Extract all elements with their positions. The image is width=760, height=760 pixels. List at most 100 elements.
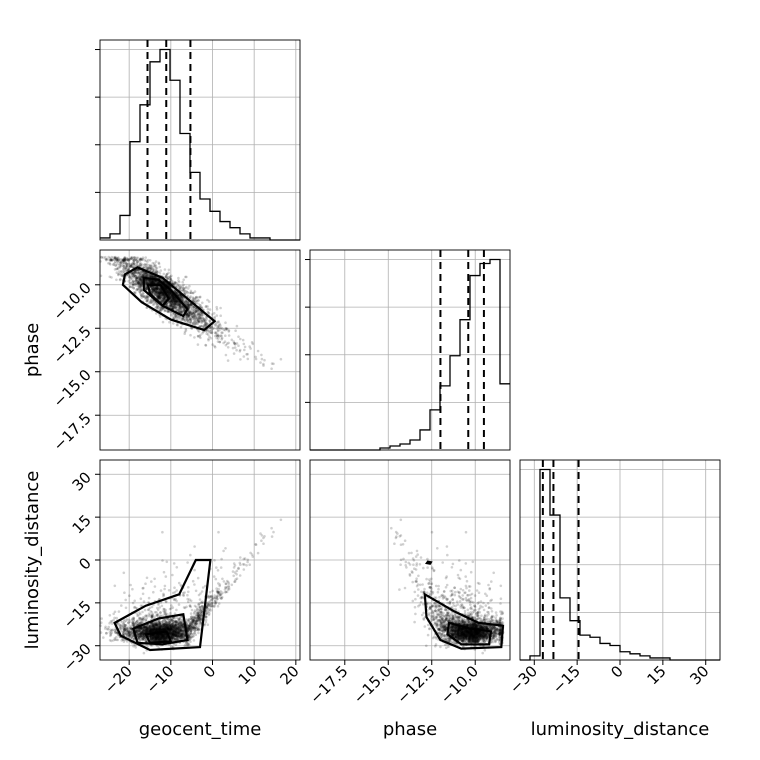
sample-point xyxy=(237,335,240,339)
sample-point xyxy=(123,259,126,262)
sample-point xyxy=(224,591,227,594)
sample-point xyxy=(215,308,219,311)
sample-point xyxy=(168,304,171,307)
sample-point xyxy=(152,289,156,292)
sample-point xyxy=(206,307,210,311)
sample-point xyxy=(157,261,161,265)
sample-point xyxy=(227,341,230,345)
sample-point xyxy=(159,589,163,592)
sample-point xyxy=(147,612,151,615)
sample-point xyxy=(162,297,165,301)
sample-point xyxy=(171,296,175,300)
sample-point xyxy=(190,312,194,316)
sample-point xyxy=(158,265,162,269)
sample-point xyxy=(155,288,159,291)
sample-point xyxy=(137,271,141,275)
sample-point xyxy=(127,259,130,262)
sample-point xyxy=(169,313,173,317)
sample-point xyxy=(182,278,185,282)
sample-point xyxy=(120,604,123,607)
sample-point xyxy=(217,320,220,323)
sample-point xyxy=(140,294,144,298)
sample-point xyxy=(262,536,265,540)
sample-point xyxy=(140,294,143,297)
sample-point xyxy=(148,623,152,626)
sample-point xyxy=(180,296,184,299)
sample-point xyxy=(174,302,177,305)
sample-point xyxy=(188,311,191,314)
sample-point xyxy=(172,306,175,310)
sample-point xyxy=(142,620,145,624)
sample-point xyxy=(159,269,163,272)
sample-point xyxy=(198,606,201,609)
sample-point xyxy=(121,258,125,262)
sample-point xyxy=(191,322,195,325)
sample-point xyxy=(119,270,123,273)
sample-point xyxy=(190,312,194,315)
sample-point xyxy=(189,318,192,322)
sample-point xyxy=(210,329,213,333)
sample-point xyxy=(129,264,133,268)
sample-point xyxy=(203,318,206,321)
sample-point xyxy=(163,308,167,312)
sample-point xyxy=(176,308,180,312)
sample-point xyxy=(180,305,183,309)
sample-point xyxy=(182,297,185,300)
sample-point xyxy=(239,563,242,566)
sample-point xyxy=(138,276,141,280)
sample-point xyxy=(136,284,140,288)
sample-point xyxy=(134,282,138,285)
sample-point xyxy=(135,288,139,291)
sample-point xyxy=(131,272,135,276)
sample-point xyxy=(154,260,158,263)
sample-point xyxy=(152,270,156,273)
sample-point xyxy=(187,318,191,322)
sample-point xyxy=(204,618,208,622)
sample-point xyxy=(208,612,211,615)
sample-point xyxy=(158,295,161,299)
sample-point xyxy=(272,530,275,534)
sample-point xyxy=(155,287,158,290)
sample-point xyxy=(211,343,214,346)
sample-point xyxy=(118,262,121,265)
sample-point xyxy=(170,296,174,299)
sample-point xyxy=(156,295,160,299)
sample-point xyxy=(218,326,221,329)
sample-point xyxy=(197,629,200,632)
sample-point xyxy=(137,276,141,279)
sample-point xyxy=(154,306,157,309)
sample-point xyxy=(113,584,117,588)
sample-point xyxy=(224,327,228,331)
sample-point xyxy=(108,614,112,617)
sample-point xyxy=(192,315,196,318)
sample-point xyxy=(196,576,200,580)
sample-point xyxy=(185,313,189,317)
sample-point xyxy=(138,290,141,293)
sample-point xyxy=(245,564,248,567)
sample-point xyxy=(105,258,108,262)
sample-point xyxy=(187,314,191,317)
sample-point xyxy=(209,331,213,335)
sample-point xyxy=(205,611,208,615)
sample-point xyxy=(146,295,149,298)
sample-point xyxy=(156,287,159,290)
sample-point xyxy=(176,283,180,286)
sample-point xyxy=(187,590,190,594)
sample-point xyxy=(184,275,187,279)
sample-point xyxy=(155,266,159,270)
sample-point xyxy=(124,606,128,610)
sample-point xyxy=(175,306,179,310)
sample-point xyxy=(220,338,223,341)
sample-point xyxy=(133,599,136,603)
sample-point xyxy=(270,535,274,538)
sample-point xyxy=(145,300,149,303)
sample-point xyxy=(144,273,148,277)
sample-point xyxy=(163,296,167,300)
sample-point xyxy=(174,314,177,317)
sample-point xyxy=(132,256,136,260)
sample-point xyxy=(194,310,197,314)
sample-point xyxy=(169,303,173,307)
sample-point xyxy=(193,609,197,612)
sample-point xyxy=(173,305,176,309)
sample-point xyxy=(163,584,167,588)
